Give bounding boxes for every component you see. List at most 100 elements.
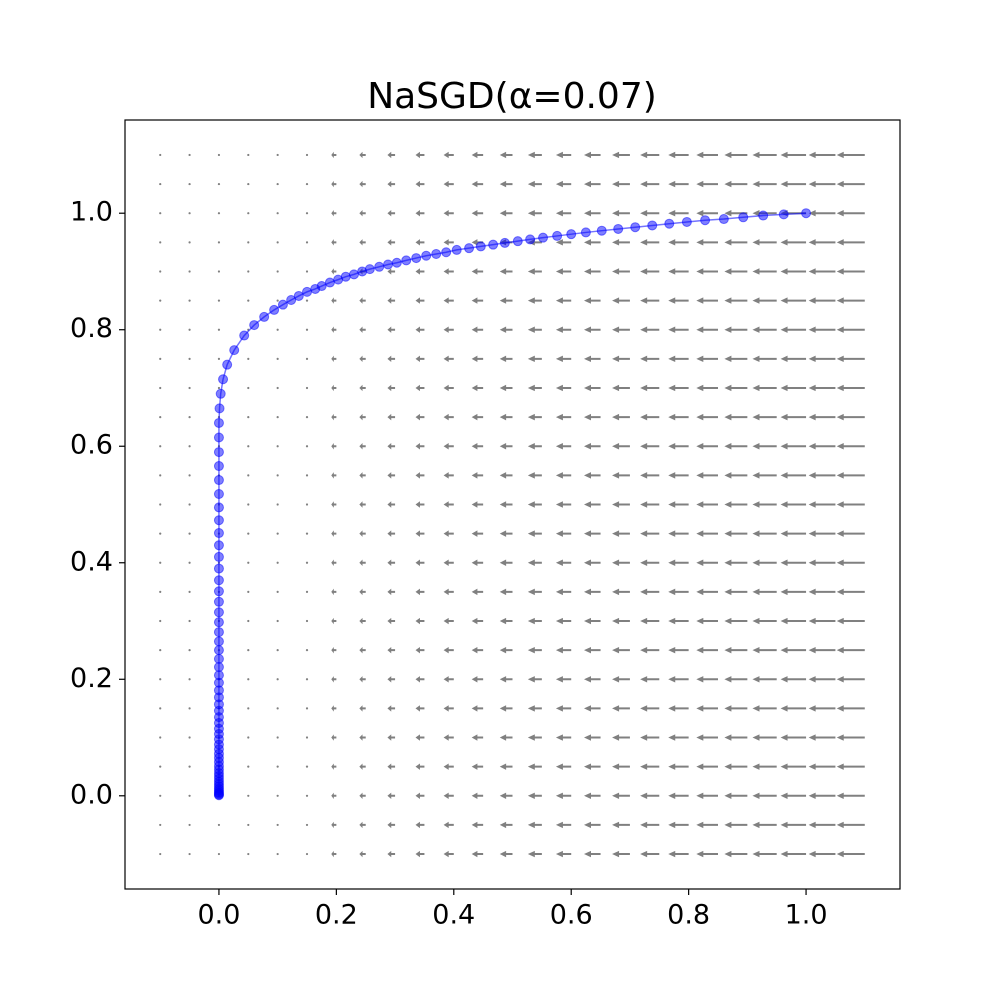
trajectory-point — [213, 645, 224, 656]
trajectory-point — [213, 489, 224, 500]
quiver-arrow — [724, 850, 748, 858]
quiver-arrow — [836, 792, 865, 799]
quiver-arrow — [188, 649, 191, 652]
y-tick-label: 0.4 — [70, 546, 113, 577]
quiver-arrow — [359, 530, 366, 537]
quiver-arrow — [188, 619, 191, 623]
quiver-arrow — [752, 705, 777, 712]
quiver-arrow — [752, 501, 777, 508]
quiver-arrow — [443, 705, 454, 712]
quiver-arrow — [836, 617, 865, 625]
quiver-arrow — [217, 299, 221, 302]
quiver-arrow — [415, 705, 425, 712]
quiver-arrow — [724, 297, 748, 304]
quiver-arrow — [696, 413, 718, 421]
quiver-arrow — [387, 239, 396, 246]
quiver-arrow — [780, 821, 807, 829]
quiver-arrow — [188, 212, 191, 215]
plot-frame — [124, 119, 901, 890]
quiver-arrow — [780, 297, 807, 304]
quiver-arrow — [640, 821, 660, 829]
quiver-arrow — [808, 792, 836, 799]
quiver-arrow — [415, 239, 425, 246]
quiver-arrow — [499, 850, 513, 858]
quiver-arrow — [443, 617, 454, 625]
quiver-arrow — [808, 384, 836, 392]
trajectory-point — [213, 653, 224, 664]
quiver-arrow — [443, 501, 454, 508]
quiver-arrow — [247, 416, 250, 419]
quiver-arrow — [696, 297, 718, 304]
quiver-arrow — [217, 270, 221, 273]
trajectory-point — [213, 790, 224, 801]
quiver-arrow — [276, 736, 279, 739]
quiver-arrow — [836, 384, 865, 392]
quiver-arrow — [499, 413, 513, 421]
quiver-arrow — [471, 559, 484, 566]
quiver-arrow — [780, 646, 807, 654]
quiver-arrow — [640, 384, 660, 392]
quiver-arrow — [583, 180, 601, 188]
quiver-arrow — [305, 649, 309, 652]
quiver-arrow — [499, 588, 513, 596]
quiver-arrow — [443, 443, 454, 450]
quiver-arrow — [471, 763, 484, 770]
quiver-arrow — [527, 297, 542, 304]
quiver-arrow — [188, 707, 191, 710]
quiver-arrow — [276, 823, 279, 827]
quiver-arrow — [555, 151, 572, 159]
quiver-arrow — [836, 705, 865, 712]
quiver-arrow — [640, 472, 660, 479]
trajectory-point — [213, 447, 224, 458]
quiver-arrow — [612, 297, 630, 304]
quiver-arrow — [471, 705, 484, 712]
quiver-arrow — [188, 474, 191, 477]
quiver-arrow — [836, 501, 865, 508]
trajectory-point — [213, 475, 224, 486]
quiver-arrow — [387, 384, 396, 392]
quiver-arrow — [668, 151, 689, 159]
quiver-arrow — [443, 850, 454, 858]
quiver-arrow — [359, 705, 366, 712]
quiver-arrow — [752, 646, 777, 654]
quiver-arrow — [471, 530, 484, 537]
quiver-arrow — [499, 472, 513, 479]
quiver-arrow — [696, 151, 718, 159]
quiver-arrow — [305, 241, 309, 244]
quiver-arrow — [359, 472, 366, 479]
quiver-arrow — [276, 503, 279, 506]
quiver-arrow — [443, 734, 454, 741]
quiver-arrow — [471, 151, 484, 159]
quiver-arrow — [415, 559, 425, 566]
quiver-arrow — [305, 328, 309, 331]
quiver-arrow — [471, 501, 484, 508]
quiver-arrow — [527, 384, 542, 392]
quiver-arrow — [555, 326, 572, 333]
trajectory-point — [286, 295, 297, 306]
quiver-arrow — [752, 443, 777, 450]
quiver-arrow — [471, 821, 484, 829]
quiver-arrow — [247, 823, 250, 827]
quiver-arrow — [443, 297, 454, 304]
quiver-arrow — [583, 501, 601, 508]
quiver-arrow — [499, 705, 513, 712]
quiver-arrow — [359, 180, 366, 188]
trajectory-point — [475, 241, 486, 252]
quiver-arrow — [359, 646, 366, 654]
quiver-arrow — [555, 210, 572, 217]
quiver-arrow — [640, 559, 660, 566]
quiver-arrow — [836, 326, 865, 333]
quiver-arrow — [276, 182, 279, 186]
quiver-arrow — [555, 734, 572, 741]
quiver-arrow — [188, 182, 191, 186]
quiver-arrow — [387, 646, 396, 654]
trajectory-point — [431, 248, 442, 259]
trajectory-point — [213, 551, 224, 562]
quiver-arrow — [724, 646, 748, 654]
quiver-arrow — [443, 268, 454, 275]
trajectory-point — [758, 210, 769, 221]
quiver-arrow — [696, 588, 718, 596]
quiver-arrow — [188, 270, 191, 273]
quiver-arrow — [387, 326, 396, 333]
trajectory-point — [441, 247, 452, 258]
